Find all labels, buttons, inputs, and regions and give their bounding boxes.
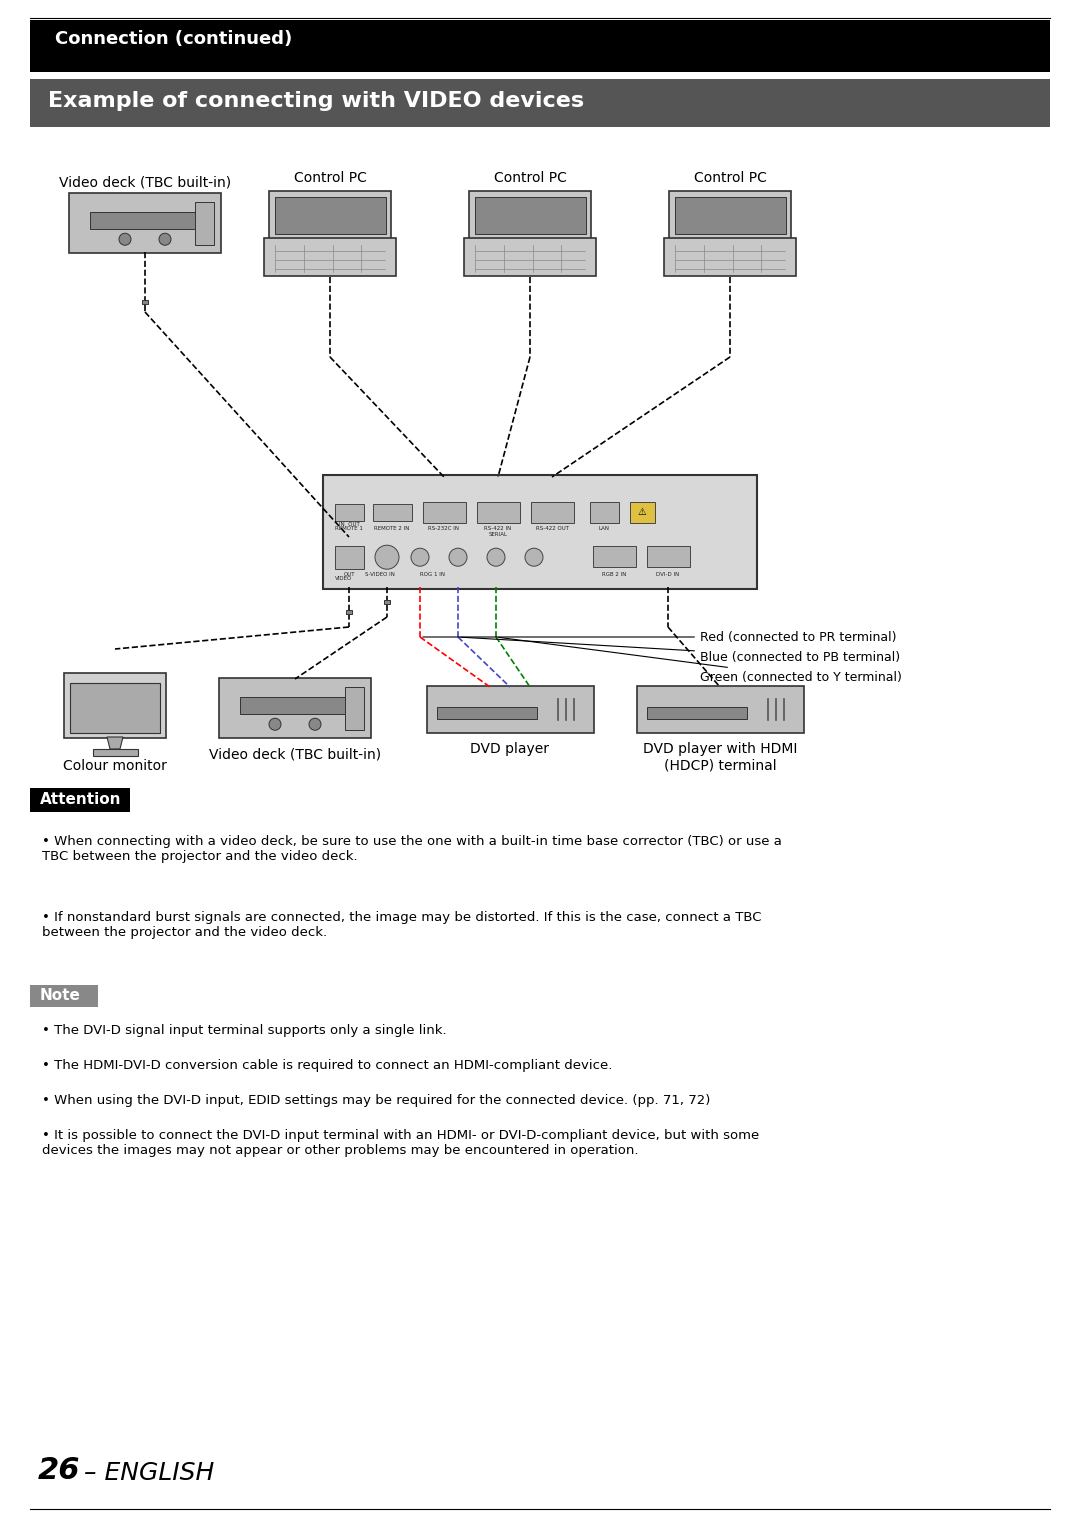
- Text: SERIAL: SERIAL: [488, 531, 508, 536]
- FancyBboxPatch shape: [675, 197, 785, 234]
- Text: Connection (continued): Connection (continued): [55, 31, 293, 47]
- Circle shape: [525, 548, 543, 567]
- FancyBboxPatch shape: [590, 502, 619, 522]
- Text: RGB 2 IN: RGB 2 IN: [602, 571, 626, 577]
- Text: RS-232C IN: RS-232C IN: [429, 525, 459, 531]
- FancyBboxPatch shape: [346, 609, 352, 614]
- FancyBboxPatch shape: [69, 192, 221, 253]
- FancyBboxPatch shape: [437, 707, 537, 719]
- FancyBboxPatch shape: [593, 545, 635, 567]
- FancyBboxPatch shape: [240, 696, 351, 715]
- FancyBboxPatch shape: [323, 475, 757, 589]
- Text: 26: 26: [38, 1457, 81, 1484]
- FancyBboxPatch shape: [464, 238, 596, 276]
- FancyBboxPatch shape: [30, 79, 1050, 127]
- Text: REMOTE 2 IN: REMOTE 2 IN: [375, 525, 409, 531]
- FancyBboxPatch shape: [194, 202, 214, 244]
- Circle shape: [487, 548, 505, 567]
- FancyBboxPatch shape: [664, 238, 796, 276]
- Text: RS-422 OUT: RS-422 OUT: [536, 525, 568, 531]
- FancyBboxPatch shape: [474, 197, 585, 234]
- Circle shape: [159, 234, 171, 246]
- FancyBboxPatch shape: [476, 502, 519, 522]
- Text: Video deck (TBC built-in): Video deck (TBC built-in): [208, 747, 381, 760]
- FancyBboxPatch shape: [630, 502, 654, 522]
- Text: • The HDMI-DVI-D conversion cable is required to connect an HDMI-compliant devic: • The HDMI-DVI-D conversion cable is req…: [42, 1060, 612, 1072]
- FancyBboxPatch shape: [93, 748, 137, 756]
- FancyBboxPatch shape: [141, 299, 148, 304]
- Circle shape: [449, 548, 467, 567]
- Text: REMOTE 1: REMOTE 1: [335, 525, 363, 531]
- Text: DVI-D IN: DVI-D IN: [657, 571, 679, 577]
- FancyBboxPatch shape: [335, 504, 364, 521]
- FancyBboxPatch shape: [530, 502, 573, 522]
- Text: • It is possible to connect the DVI-D input terminal with an HDMI- or DVI-D-comp: • It is possible to connect the DVI-D in…: [42, 1128, 759, 1157]
- FancyBboxPatch shape: [383, 600, 390, 605]
- Text: LAN: LAN: [598, 525, 609, 531]
- Text: – ENGLISH: – ENGLISH: [76, 1461, 214, 1484]
- Text: Green (connected to Y terminal): Green (connected to Y terminal): [499, 637, 902, 684]
- FancyBboxPatch shape: [469, 191, 591, 240]
- Circle shape: [309, 718, 321, 730]
- FancyBboxPatch shape: [274, 197, 386, 234]
- Text: DVD player with HDMI
(HDCP) terminal: DVD player with HDMI (HDCP) terminal: [643, 742, 797, 773]
- Circle shape: [269, 718, 281, 730]
- FancyBboxPatch shape: [422, 502, 465, 522]
- FancyBboxPatch shape: [70, 683, 160, 733]
- Text: VIDEO: VIDEO: [335, 576, 352, 580]
- FancyBboxPatch shape: [30, 20, 1050, 72]
- FancyBboxPatch shape: [647, 545, 689, 567]
- FancyBboxPatch shape: [90, 212, 201, 229]
- FancyBboxPatch shape: [335, 545, 364, 568]
- FancyBboxPatch shape: [345, 687, 364, 730]
- FancyBboxPatch shape: [30, 788, 130, 812]
- Circle shape: [119, 234, 131, 246]
- FancyBboxPatch shape: [64, 672, 166, 738]
- Text: • When connecting with a video deck, be sure to use the one with a built-in time: • When connecting with a video deck, be …: [42, 835, 782, 863]
- Text: OUT: OUT: [343, 571, 354, 577]
- Polygon shape: [107, 738, 123, 750]
- Text: S-VIDEO IN: S-VIDEO IN: [365, 571, 395, 577]
- Text: DVD player: DVD player: [471, 742, 550, 756]
- Text: Control PC: Control PC: [693, 171, 767, 185]
- FancyBboxPatch shape: [30, 985, 98, 1006]
- Text: ROG 1 IN: ROG 1 IN: [420, 571, 446, 577]
- Text: • The DVI-D signal input terminal supports only a single link.: • The DVI-D signal input terminal suppor…: [42, 1025, 447, 1037]
- Text: IN  OUT: IN OUT: [339, 522, 360, 527]
- Text: Video deck (TBC built-in): Video deck (TBC built-in): [59, 176, 231, 189]
- FancyBboxPatch shape: [636, 686, 804, 733]
- FancyBboxPatch shape: [269, 191, 391, 240]
- FancyBboxPatch shape: [373, 504, 411, 521]
- Text: Blue (connected to PB terminal): Blue (connected to PB terminal): [461, 637, 900, 664]
- FancyBboxPatch shape: [647, 707, 746, 719]
- Text: Red (connected to PR terminal): Red (connected to PR terminal): [422, 631, 896, 643]
- Text: RS-422 IN: RS-422 IN: [484, 525, 512, 531]
- Text: • When using the DVI-D input, EDID settings may be required for the connected de: • When using the DVI-D input, EDID setti…: [42, 1093, 711, 1107]
- Text: Example of connecting with VIDEO devices: Example of connecting with VIDEO devices: [48, 92, 584, 111]
- FancyBboxPatch shape: [264, 238, 396, 276]
- Text: Colour monitor: Colour monitor: [63, 759, 167, 773]
- Text: Control PC: Control PC: [494, 171, 566, 185]
- FancyBboxPatch shape: [669, 191, 791, 240]
- Circle shape: [375, 545, 399, 570]
- Text: • If nonstandard burst signals are connected, the image may be distorted. If thi: • If nonstandard burst signals are conne…: [42, 912, 761, 939]
- Text: Note: Note: [40, 988, 81, 1003]
- Text: ⚠: ⚠: [637, 507, 646, 518]
- Circle shape: [411, 548, 429, 567]
- FancyBboxPatch shape: [219, 678, 372, 738]
- Text: Attention: Attention: [40, 793, 121, 808]
- FancyBboxPatch shape: [427, 686, 594, 733]
- Text: Control PC: Control PC: [294, 171, 366, 185]
